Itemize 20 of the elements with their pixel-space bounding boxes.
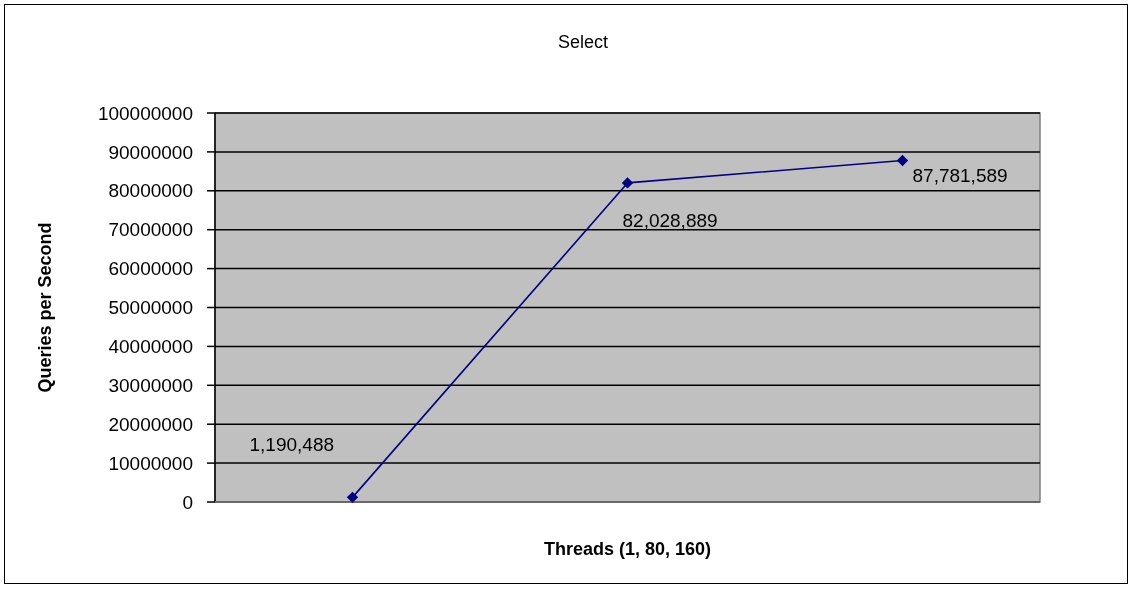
x-axis-title: Threads (1, 80, 160) xyxy=(543,539,712,559)
y-tick-label: 100000000 xyxy=(97,102,193,124)
y-tick-label: 40000000 xyxy=(108,336,193,358)
point xyxy=(346,491,359,504)
data-label: 82,028,889 xyxy=(622,209,718,231)
y-tick-label: 80000000 xyxy=(108,180,193,202)
y-tick-label: 50000000 xyxy=(108,297,193,319)
data-label: 87,781,589 xyxy=(912,164,1008,186)
chart-title: Select xyxy=(557,32,609,52)
y-tick-label: 70000000 xyxy=(108,219,193,241)
y-tick-label: 30000000 xyxy=(108,374,193,396)
y-tick-label: 60000000 xyxy=(108,258,193,280)
y-tick-label: 0 xyxy=(182,491,193,513)
y-axis-title: Queries per Second xyxy=(35,222,55,393)
data-label: 1,190,488 xyxy=(249,434,335,456)
point xyxy=(621,177,634,189)
y-tick-label: 90000000 xyxy=(108,141,193,163)
point xyxy=(896,154,909,167)
y-tick-label: 20000000 xyxy=(108,413,193,435)
y-tick-label: 10000000 xyxy=(108,452,193,474)
